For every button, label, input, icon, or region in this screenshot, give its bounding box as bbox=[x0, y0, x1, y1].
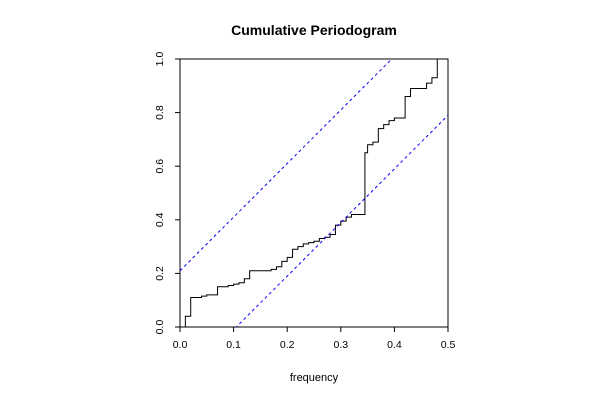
chart-title: Cumulative Periodogram bbox=[231, 22, 397, 38]
x-axis-label: frequency bbox=[290, 372, 339, 384]
x-tick-label: 0.5 bbox=[441, 339, 456, 351]
plot-frame bbox=[179, 58, 449, 328]
y-axis: 0.0 0.2 0.4 0.6 0.8 1.0 bbox=[154, 52, 180, 335]
y-tick-label: 0.8 bbox=[154, 105, 166, 120]
plot-lines bbox=[180, 59, 448, 327]
y-tick-label: 0.2 bbox=[154, 266, 166, 281]
x-axis: 0.0 0.1 0.2 0.3 0.4 0.5 bbox=[173, 327, 456, 351]
x-tick-label: 0.4 bbox=[387, 339, 402, 351]
y-tick-label: 0.0 bbox=[154, 320, 166, 335]
confidence-bound-line-1 bbox=[180, 59, 393, 272]
y-tick-label: 1.0 bbox=[154, 52, 166, 67]
x-tick-label: 0.0 bbox=[173, 339, 188, 351]
x-tick-label: 0.2 bbox=[280, 339, 295, 351]
x-tick-label: 0.3 bbox=[333, 339, 348, 351]
cumulative-periodogram-line bbox=[180, 59, 448, 327]
x-tick-label: 0.1 bbox=[226, 339, 241, 351]
y-tick-label: 0.4 bbox=[154, 212, 166, 227]
y-tick-label: 0.6 bbox=[154, 159, 166, 174]
confidence-bound-line-2 bbox=[235, 114, 448, 327]
